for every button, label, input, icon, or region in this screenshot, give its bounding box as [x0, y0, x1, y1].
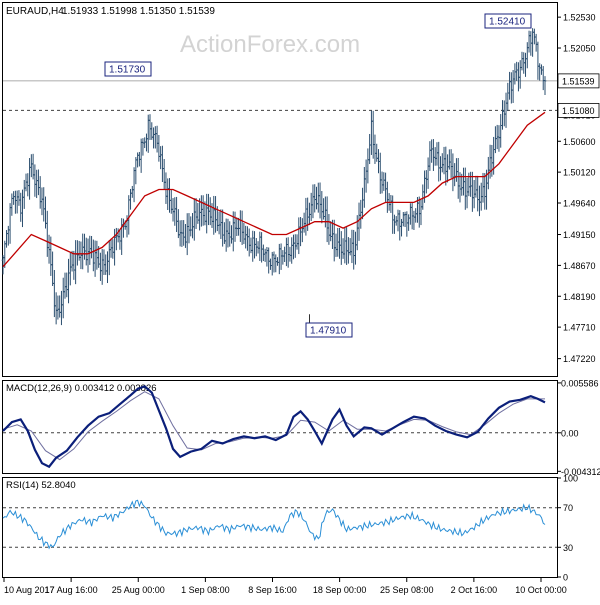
time-tick-label: 10 Aug 2017 — [4, 585, 55, 595]
chart-header-ohlc: 1.51933 1.51998 1.51350 1.51539 — [62, 6, 215, 17]
macd-title: MACD(12,26,9) 0.003412 0.003826 — [6, 383, 157, 394]
time-tick-label: 10 Oct 00:00 — [515, 585, 567, 595]
guide-lines: 1.51539 1.51080 — [3, 73, 600, 548]
time-tick-label: 25 Sep 08:00 — [380, 585, 434, 595]
macd-lines — [2, 385, 546, 469]
moving-average — [2, 111, 546, 268]
rsi-axis: 100 70 30 0 — [557, 474, 578, 583]
time-tick-label: 25 Aug 00:00 — [112, 585, 165, 595]
rsi-lines — [2, 499, 546, 550]
price-tag-box — [557, 73, 600, 89]
price-tick-label: 1.52530 — [563, 13, 596, 23]
price-tick-label: 1.47710 — [563, 323, 596, 333]
price-tick-label: 1.50120 — [563, 168, 596, 178]
rsi-tick-label: 30 — [563, 543, 573, 553]
rsi-title: RSI(14) 52.8040 — [6, 480, 76, 491]
price-tag-label: 1.51539 — [562, 76, 595, 86]
time-tick-label: 2 Oct 16:00 — [451, 585, 498, 595]
price-tick-label: 1.49640 — [563, 199, 596, 209]
price-tick-label: 1.48670 — [563, 261, 596, 271]
rsi-tick-label: 70 — [563, 503, 573, 513]
annotation-label: 1.52410 — [489, 17, 526, 28]
macd-tick-label: 0.00 — [561, 428, 579, 438]
macd-tick-label: -0.004312 — [561, 467, 600, 477]
time-tick-label: 1 Sep 08:00 — [181, 585, 230, 595]
annotation-box — [484, 13, 532, 29]
price-annotations: 1.51730 1.47910 1.52410 — [104, 13, 532, 338]
macd-axis: 0.005586 0.00 -0.004312 — [557, 378, 600, 477]
macd-signal-line — [2, 391, 545, 461]
macd-panel-frame — [2, 380, 558, 474]
price-tick-label: 1.52050 — [563, 44, 596, 54]
annotation-label: 1.51730 — [109, 65, 146, 76]
macd-tick-label: 0.005586 — [561, 378, 599, 388]
rsi-line — [2, 499, 546, 550]
annotation-label: 1.47910 — [310, 326, 347, 337]
rsi-tick-label: 100 — [563, 474, 578, 484]
rsi-panel-frame — [2, 477, 558, 578]
price-tag-label: 1.51080 — [562, 106, 595, 116]
time-tick-label: 8 Sep 16:00 — [248, 585, 297, 595]
price-tick-label: 1.50600 — [563, 137, 596, 147]
time-tick-label: 17 Aug 16:00 — [45, 585, 98, 595]
annotation-box — [305, 322, 353, 338]
price-tag-box — [557, 102, 600, 118]
moving-average-line — [2, 111, 546, 268]
watermark: ActionForex.com — [180, 31, 360, 58]
time-tick-label: 18 Sep 00:00 — [313, 585, 367, 595]
macd-main-line — [2, 385, 546, 469]
price-panel-frame — [2, 2, 558, 377]
price-tick-label: 1.48190 — [563, 292, 596, 302]
rsi-tick-label: 0 — [563, 573, 568, 583]
price-tick-label: 1.49150 — [563, 230, 596, 240]
chart-header-symbol: EURAUD,H4 — [6, 6, 64, 17]
price-tick-label: 1.47220 — [563, 354, 596, 364]
price-axis: 1.525301.520501.515301.510101.506001.501… — [557, 13, 596, 364]
annotation-box — [104, 61, 152, 77]
